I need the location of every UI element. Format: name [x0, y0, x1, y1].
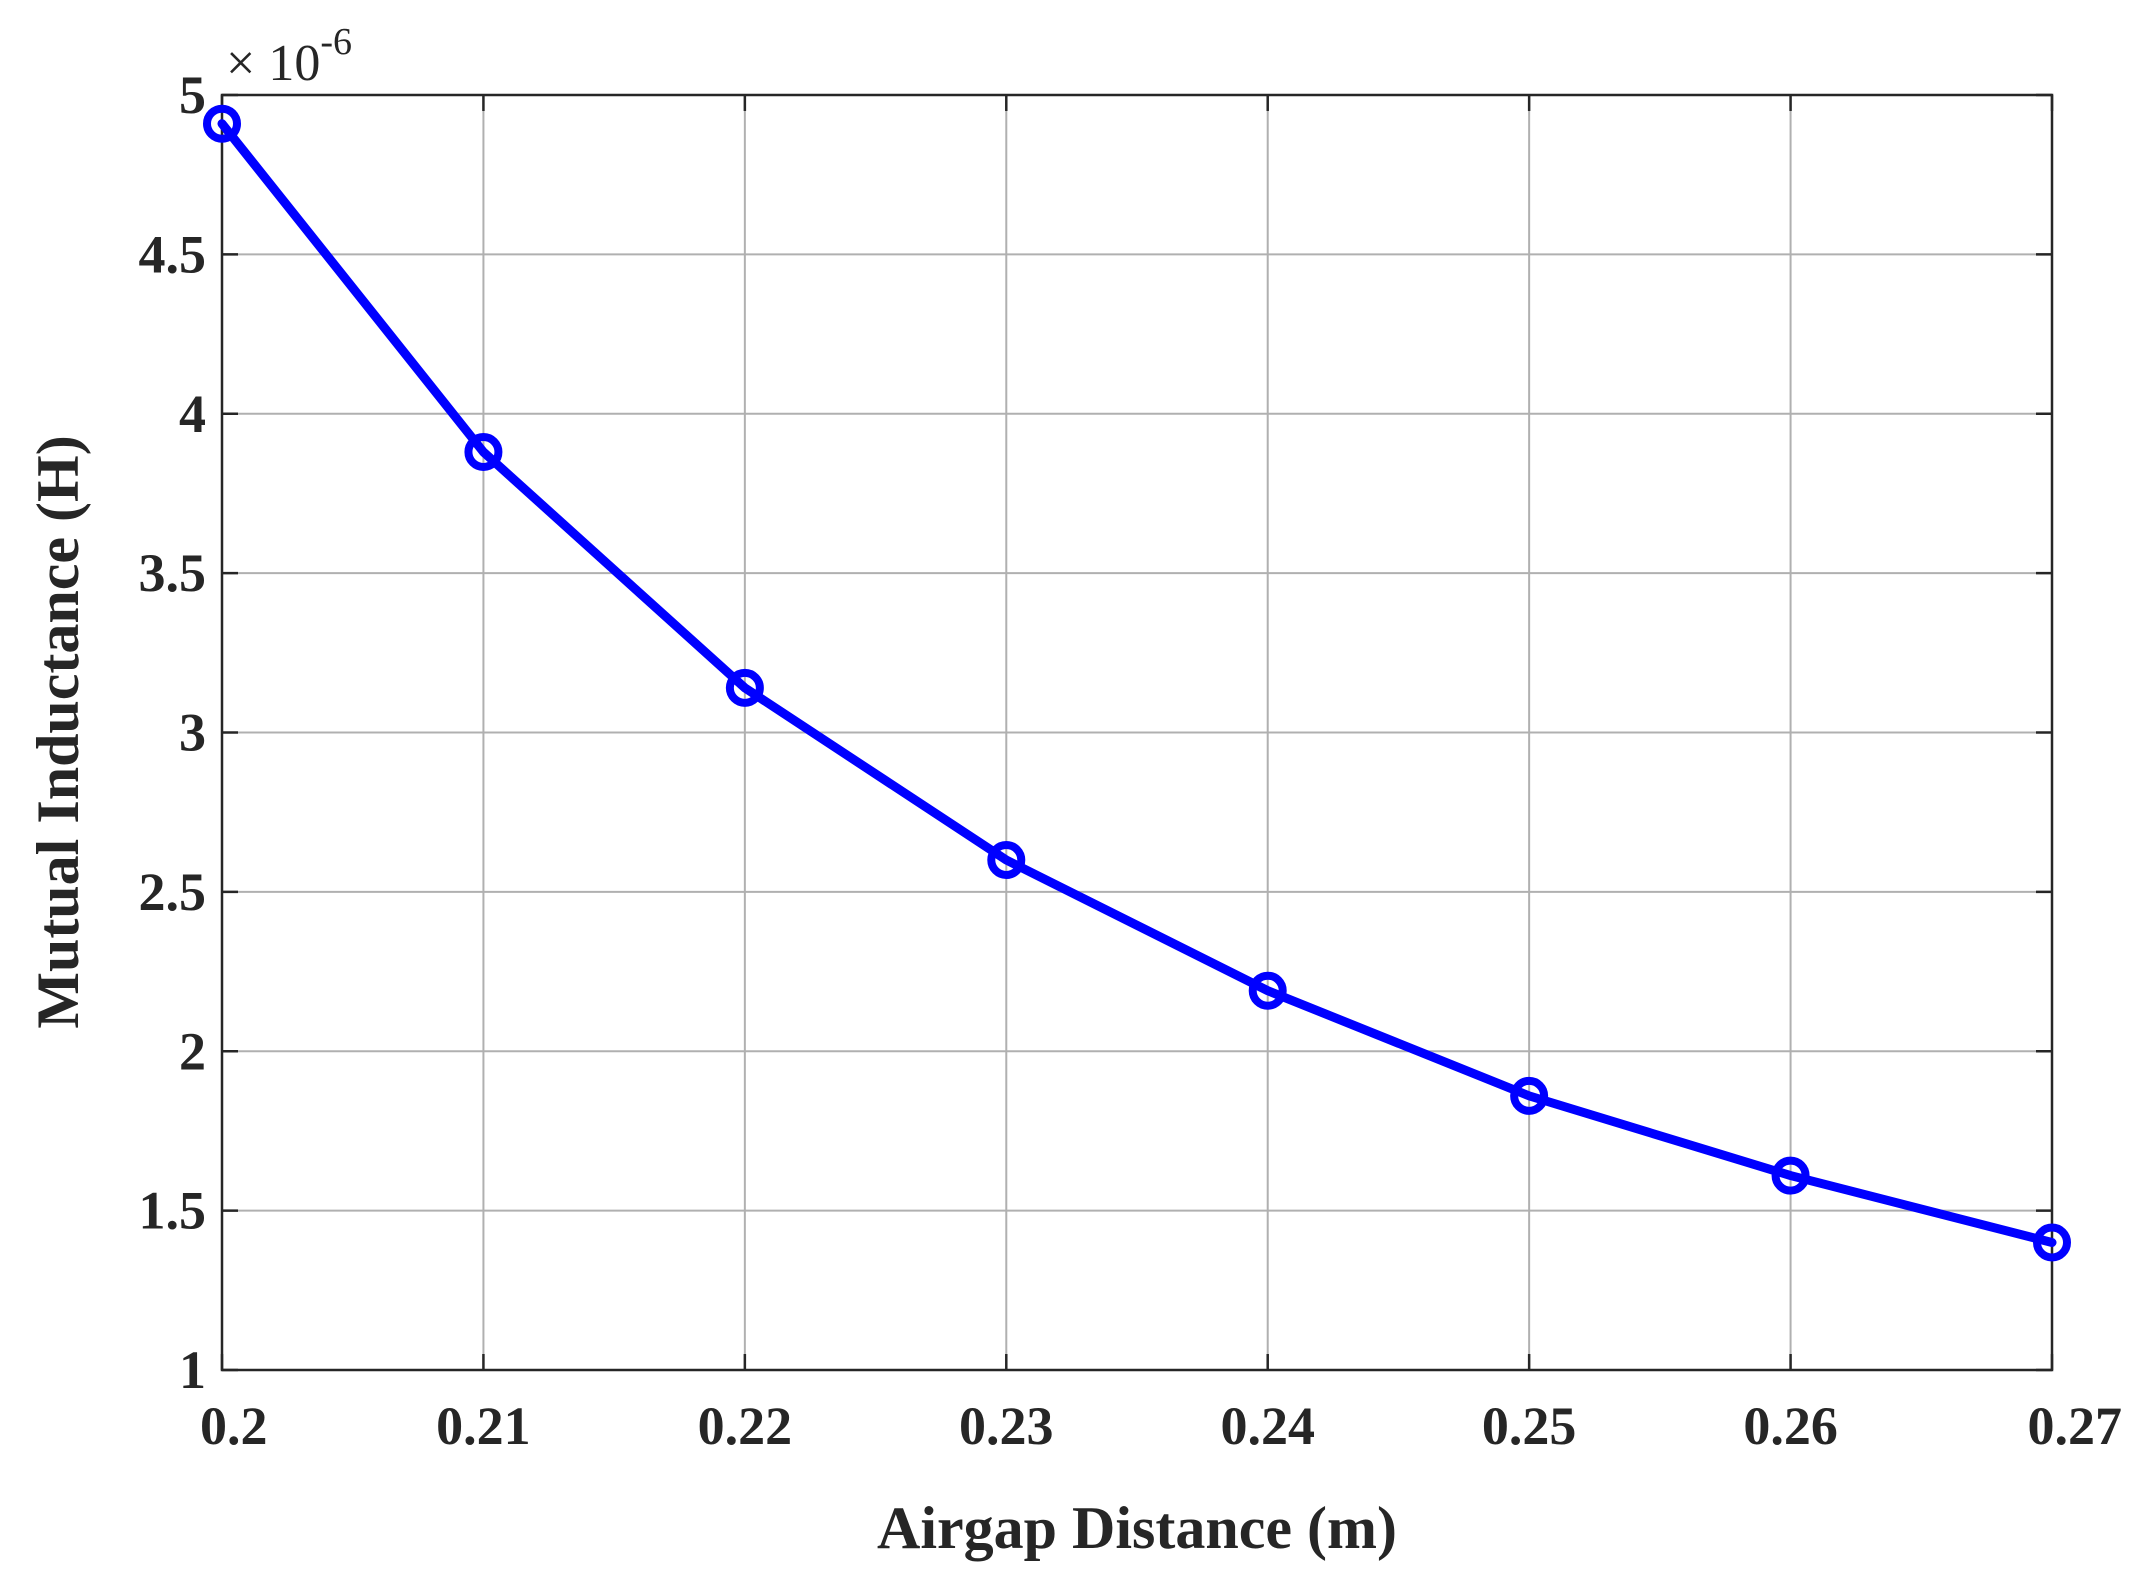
series-line	[217, 119, 2057, 1247]
y-tick-label: 1	[179, 1340, 206, 1400]
data-point-marker	[2033, 1223, 2071, 1262]
data-point-marker	[987, 841, 1026, 879]
data-point-marker	[1248, 971, 1287, 1010]
x-tick-labels: 0.2 0.21 0.22 0.23 0.24 0.25 0.26 0.27	[200, 1396, 2122, 1456]
x-tick-label: 0.22	[698, 1396, 793, 1456]
y-tick-label: 3.5	[139, 543, 207, 603]
y-axis-exponent: × 10-6	[226, 21, 352, 92]
x-tick-label: 0.24	[1220, 1396, 1315, 1456]
y-tick-label: 1.5	[139, 1181, 207, 1241]
y-tick-label: 4	[179, 384, 206, 444]
x-axis-label: Airgap Distance (m)	[877, 1495, 1397, 1561]
x-tick-label: 0.27	[2028, 1396, 2123, 1456]
data-point-marker	[1771, 1156, 1810, 1195]
y-tick-label: 3	[179, 703, 206, 763]
y-tick-label: 5	[179, 65, 206, 125]
y-tick-label: 4.5	[139, 224, 207, 284]
data-point-marker	[464, 433, 503, 471]
data-point-marker	[725, 668, 764, 707]
y-tick-labels: 1 1.5 2 2.5 3 3.5 4 4.5 5	[139, 65, 207, 1400]
x-tick-label: 0.2	[200, 1396, 268, 1456]
y-tick-label: 2.5	[139, 862, 207, 922]
plot-frame	[220, 93, 2054, 1372]
y-axis-label: Mutual Inductance (H)	[25, 435, 91, 1028]
x-tick-label: 0.23	[959, 1396, 1054, 1456]
data-point-marker	[203, 104, 241, 143]
x-tick-label: 0.26	[1743, 1396, 1838, 1456]
series-group	[203, 104, 2071, 1262]
y-tick-label: 2	[179, 1021, 206, 1081]
x-tick-label: 0.21	[436, 1396, 531, 1456]
data-point-marker	[1510, 1076, 1549, 1115]
x-tick-label: 0.25	[1482, 1396, 1577, 1456]
